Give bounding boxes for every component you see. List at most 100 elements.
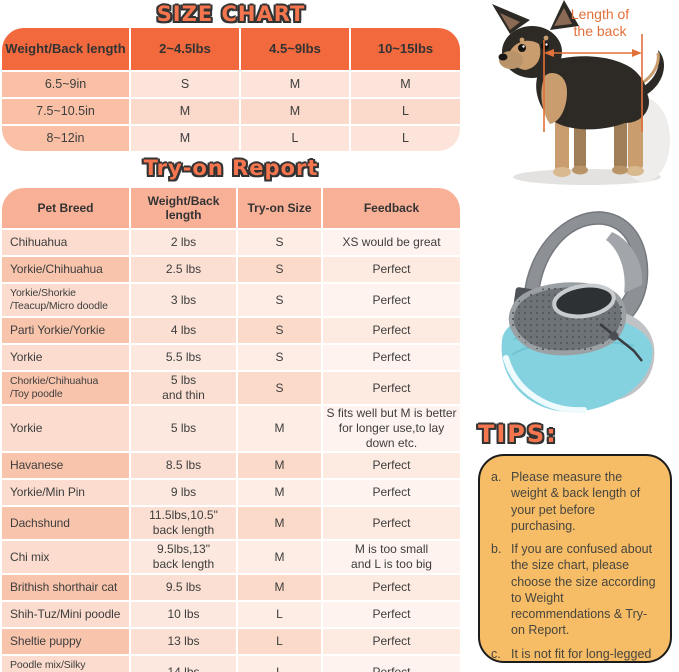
table-cell: 13 lbs (129, 627, 236, 654)
arrow-heads (544, 49, 642, 57)
column-header: 10~15lbs (349, 28, 460, 70)
column-header: Pet Breed (2, 188, 129, 228)
table-row: Yorkie/Shorkie /Teacup/Micro doodle 3 lbs… (2, 282, 460, 316)
table-row: 8~12in M L L (2, 124, 460, 151)
table-cell: Perfect (321, 255, 460, 282)
table-row: Shih-Tuz/Mini poodle 10 lbs L Perfect (2, 600, 460, 627)
table-cell: Havanese (2, 451, 129, 478)
table-row: Yorkie/Chihuahua 2.5 lbs S Perfect (2, 255, 460, 282)
table-cell: M (236, 451, 321, 478)
size-chart-table: Weight/Back length 2~4.5lbs 4.5~9lbs 10~15l… (2, 28, 460, 151)
tip-marker: a. (491, 470, 502, 484)
table-cell: 2.5 lbs (129, 255, 236, 282)
table-cell: Yorkie/Min Pin (2, 478, 129, 505)
table-cell: 5 lbs and thin (129, 370, 236, 404)
table-cell: L (349, 97, 460, 124)
table-cell: S (236, 228, 321, 255)
table-cell: L (349, 124, 460, 151)
table-cell: L (239, 124, 349, 151)
table-cell: 9.5 lbs (129, 573, 236, 600)
table-cell: M (236, 539, 321, 573)
table-cell: Yorkie/Shorkie /Teacup/Micro doodle (2, 282, 129, 316)
table-cell: M (239, 70, 349, 97)
dog-measurement-figure: Length of the back (462, 0, 679, 190)
table-cell: 4 lbs (129, 316, 236, 343)
table-cell: Perfect (321, 282, 460, 316)
tryon-report-title: Try-on Report (143, 156, 319, 180)
table-row: Chihuahua 2 lbs S XS would be great (2, 228, 460, 255)
column-header: 4.5~9lbs (239, 28, 349, 70)
table-cell: 9 lbs (129, 478, 236, 505)
table-cell: S (236, 343, 321, 370)
tips-box: a. Please measure the weight & back leng… (478, 454, 672, 663)
table-cell: S (129, 70, 239, 97)
table-row: Yorkie/Min Pin 9 lbs M Perfect (2, 478, 460, 505)
tryon-report-table: Pet Breed Weight/Back length Try-on Size Fe… (2, 188, 460, 672)
tips-title: TIPS: (478, 420, 558, 448)
tip-text: It is not fit for long-legged dog breed,… (511, 646, 652, 661)
table-row: Parti Yorkie/Yorkie 4 lbs S Perfect (2, 316, 460, 343)
table-cell: 6.5~9in (2, 70, 129, 97)
table-cell: Perfect (321, 343, 460, 370)
table-row: Sheltie puppy 13 lbs L Perfect (2, 627, 460, 654)
table-cell: M (236, 404, 321, 451)
table-cell: M (349, 70, 460, 97)
tip-item: c. It is not fit for long-legged dog bre… (491, 646, 661, 662)
table-row: Brithish shorthair cat 9.5 lbs M Perfect (2, 573, 460, 600)
table-cell: Perfect (321, 478, 460, 505)
table-cell: M (236, 505, 321, 539)
table-cell: M (239, 97, 349, 124)
table-cell: Perfect (321, 573, 460, 600)
table-cell: Perfect (321, 316, 460, 343)
table-cell: XS would be great (321, 228, 460, 255)
table-cell: 2 lbs (129, 228, 236, 255)
table-cell: Perfect (321, 600, 460, 627)
table-cell: Dachshund (2, 505, 129, 539)
table-cell: M (129, 97, 239, 124)
table-cell: S (236, 370, 321, 404)
right-column: Length of the back TIPS: (462, 0, 679, 672)
chihuahua-photo (492, 0, 670, 185)
table-cell: M (129, 124, 239, 151)
table-cell: 8~12in (2, 124, 129, 151)
table-cell: M is too small and L is too big (321, 539, 460, 573)
left-column: SIZE CHART Weight/Back length 2~4.5lbs 4.5… (2, 0, 460, 672)
table-cell: Perfect (321, 505, 460, 539)
table-cell: 10 lbs (129, 600, 236, 627)
table-cell: M (236, 478, 321, 505)
column-header: 2~4.5lbs (129, 28, 239, 70)
table-row: Chorkie/Chihuahua /Toy poodle 5 lbs and t… (2, 370, 460, 404)
table-row: Havanese 8.5 lbs M Perfect (2, 451, 460, 478)
table-cell: S (236, 255, 321, 282)
tip-text: Please measure the weight & back length … (511, 470, 641, 533)
tip-marker: c. (491, 646, 501, 661)
product-photo-sling-carrier (501, 211, 655, 414)
tip-item: a. Please measure the weight & back leng… (491, 469, 661, 534)
table-cell: Perfect (321, 370, 460, 404)
table-cell: Chi mix (2, 539, 129, 573)
table-cell: 3 lbs (129, 282, 236, 316)
table-cell: L (236, 627, 321, 654)
back-length-annotation: Length of the back (570, 6, 630, 39)
table-row: Yorkie 5.5 lbs S Perfect (2, 343, 460, 370)
column-header: Weight/Back length (2, 28, 129, 70)
table-row: 6.5~9in S M M (2, 70, 460, 97)
table-cell: Yorkie (2, 343, 129, 370)
column-header: Try-on Size (236, 188, 321, 228)
table-cell: Chihuahua (2, 228, 129, 255)
table-cell: L (236, 600, 321, 627)
table-cell: S (236, 282, 321, 316)
table-cell: Parti Yorkie/Yorkie (2, 316, 129, 343)
table-cell: Yorkie (2, 404, 129, 451)
table-cell: 9.5lbs,13" back length (129, 539, 236, 573)
back-length-measurement-lines (543, 34, 643, 132)
tip-item: b. If you are confused about the size ch… (491, 541, 661, 639)
table-cell: S fits well but M is better for longer u… (321, 404, 460, 451)
table-cell: S (236, 316, 321, 343)
table-cell: Sheltie puppy (2, 627, 129, 654)
tip-marker: b. (491, 542, 502, 556)
column-header: Feedback (321, 188, 460, 228)
table-cell: Brithish shorthair cat (2, 573, 129, 600)
